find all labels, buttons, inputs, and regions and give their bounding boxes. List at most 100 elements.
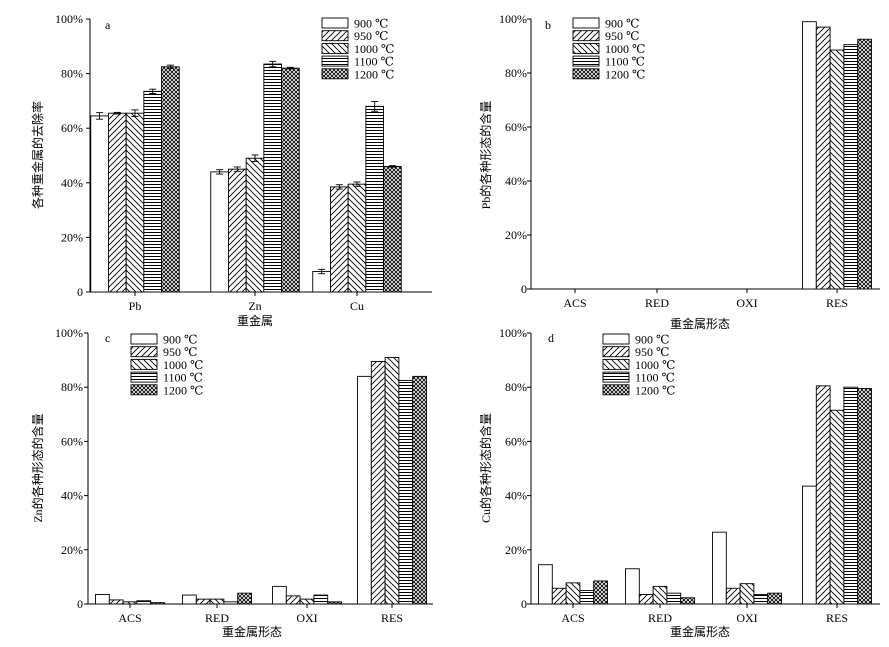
x-tick-label: ACS: [561, 611, 584, 625]
y-tick-label: 40%: [505, 174, 527, 188]
bar-res-1000: [384, 356, 400, 605]
x-tick-label: Cu: [350, 299, 364, 313]
bar-oxi-1100: [753, 594, 769, 605]
legend-swatch: [572, 30, 600, 42]
legend-swatch: [572, 42, 600, 54]
legend-label: 950 ℃: [163, 345, 197, 359]
legend-label: 1100 ℃: [635, 371, 675, 385]
legend-swatch: [130, 358, 158, 370]
bar-oxi-1100: [313, 594, 329, 605]
legend-label: 1200 ℃: [635, 383, 675, 397]
legend-label: 1100 ℃: [354, 55, 394, 69]
y-tick-label: 0: [521, 282, 527, 296]
y-tick-label: 40%: [61, 176, 83, 190]
bar-res-1100: [398, 379, 414, 605]
legend-swatch: [321, 55, 349, 67]
bar-res-950: [370, 361, 386, 605]
legend-swatch: [602, 333, 630, 345]
bar-pb-1000: [125, 112, 145, 293]
legend-swatch: [602, 346, 630, 358]
legend-swatch: [572, 17, 600, 29]
legend-label: 1100 ℃: [163, 371, 203, 385]
legend-swatch: [130, 333, 158, 345]
panel-d-letter: d: [548, 331, 554, 345]
bar-res-950: [815, 26, 831, 290]
y-tick-label: 20%: [505, 543, 527, 557]
legend-swatch: [321, 30, 349, 42]
panel-b-letter: b: [545, 18, 551, 32]
x-tick-label: Pb: [129, 299, 142, 313]
bar-res-1000: [829, 49, 845, 290]
x-tick-label: OXI: [296, 611, 317, 625]
y-tick-label: 100%: [55, 326, 83, 340]
panel-a-letter: a: [105, 18, 111, 32]
x-tick-label: OXI: [736, 611, 757, 625]
bar-acs-1000: [565, 582, 581, 605]
legend-swatch: [572, 55, 600, 67]
legend-swatch: [602, 358, 630, 370]
bar-red-950: [638, 594, 654, 605]
bar-red-900: [182, 594, 197, 605]
bar-cu-1000: [347, 183, 367, 293]
y-tick-label: 20%: [61, 543, 83, 557]
bar-acs-950: [108, 599, 124, 605]
panel-c-letter: c: [105, 331, 110, 345]
bar-zn-1100: [263, 63, 283, 293]
bar-pb-1200: [161, 66, 180, 293]
bar-acs-1000: [122, 601, 138, 605]
bar-oxi-900: [712, 531, 727, 605]
bar-zn-1000: [245, 157, 265, 293]
x-tick-label: RED: [645, 296, 669, 310]
bar-cu-900: [312, 271, 331, 293]
bar-acs-1100: [136, 600, 152, 605]
bar-cu-950: [330, 186, 349, 293]
bar-acs-900: [538, 564, 553, 605]
x-tick-label: Zn: [248, 299, 261, 313]
bar-red-950: [195, 598, 211, 605]
bar-pb-950: [107, 112, 127, 293]
panel-c-ylabel: Zn的各种形态的含量: [30, 413, 45, 522]
x-tick-label: RED: [205, 611, 229, 625]
bar-cu-1100: [365, 105, 385, 293]
bar-res-900: [802, 485, 817, 605]
bar-red-900: [625, 568, 640, 605]
y-tick-label: 20%: [61, 230, 83, 244]
legend-label: 1100 ℃: [605, 55, 645, 69]
y-tick-label: 100%: [499, 12, 527, 26]
y-tick-label: 60%: [61, 434, 83, 448]
bar-acs-1200: [593, 580, 608, 605]
bar-oxi-1200: [767, 592, 782, 605]
y-tick-label: 0: [77, 597, 83, 611]
bar-res-1200: [857, 38, 872, 290]
bar-red-1000: [209, 598, 225, 605]
legend-label: 900 ℃: [163, 333, 197, 347]
legend-label: 1200 ℃: [354, 67, 394, 81]
bar-res-900: [802, 21, 817, 290]
bar-res-950: [815, 385, 831, 605]
legend-swatch: [130, 371, 158, 383]
y-tick-label: 80%: [61, 380, 83, 394]
panel-d-ylabel: Cu的各种形态的含量: [478, 413, 493, 523]
y-tick-label: 80%: [61, 67, 83, 81]
bar-acs-900: [95, 594, 110, 605]
legend-swatch: [572, 68, 600, 80]
bar-pb-1100: [143, 90, 163, 293]
y-tick-label: 0: [77, 285, 83, 299]
bar-res-1000: [829, 409, 845, 605]
bar-zn-1200: [281, 67, 300, 293]
y-tick-label: 0: [521, 597, 527, 611]
panel-a-xlabel: 重金属: [237, 313, 273, 328]
x-tick-label: OXI: [736, 296, 757, 310]
legend-label: 900 ℃: [605, 17, 639, 31]
bar-red-1000: [652, 585, 668, 605]
y-tick-label: 60%: [505, 434, 527, 448]
bar-oxi-1000: [739, 583, 755, 605]
bar-red-1100: [223, 601, 239, 605]
legend-label: 1000 ℃: [635, 358, 675, 372]
bar-acs-1100: [579, 590, 595, 605]
bar-oxi-900: [272, 585, 287, 605]
